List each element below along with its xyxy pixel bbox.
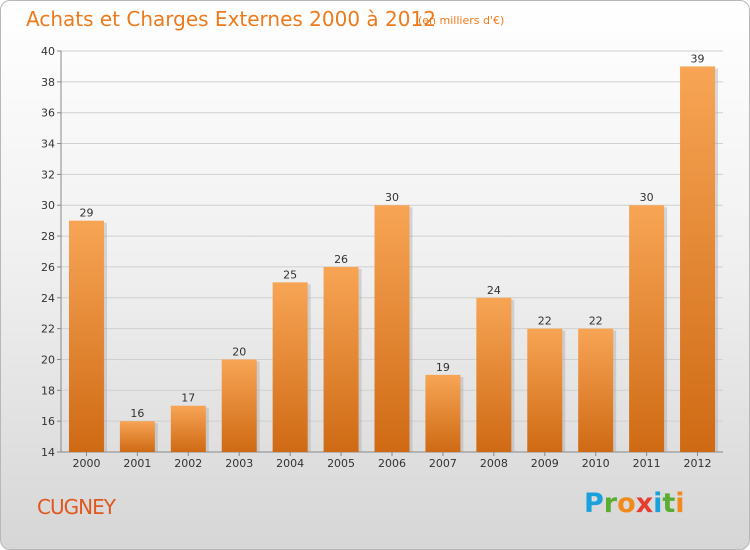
x-tick-label: 2008 bbox=[480, 457, 508, 470]
x-tick-label: 2012 bbox=[684, 457, 712, 470]
x-tick-label: 2005 bbox=[327, 457, 355, 470]
data-label: 30 bbox=[640, 191, 654, 204]
data-label: 26 bbox=[334, 253, 348, 266]
bar bbox=[170, 405, 206, 452]
y-tick-label: 16 bbox=[41, 415, 55, 428]
data-label: 24 bbox=[487, 284, 501, 297]
bar bbox=[629, 205, 665, 452]
data-label: 17 bbox=[181, 392, 195, 405]
y-tick-label: 24 bbox=[41, 292, 55, 305]
x-tick-label: 2001 bbox=[123, 457, 151, 470]
y-tick-label: 20 bbox=[41, 353, 55, 366]
x-tick-label: 2004 bbox=[276, 457, 304, 470]
bar bbox=[578, 328, 614, 452]
y-tick-label: 32 bbox=[41, 168, 55, 181]
city-name: CUGNEY bbox=[37, 495, 116, 519]
x-tick-label: 2007 bbox=[429, 457, 457, 470]
y-tick-label: 18 bbox=[41, 384, 55, 397]
y-tick-label: 38 bbox=[41, 76, 55, 89]
data-label: 39 bbox=[691, 52, 705, 65]
logo-letter: o bbox=[617, 488, 636, 519]
bar bbox=[68, 220, 104, 452]
bar bbox=[323, 266, 359, 452]
x-tick-label: 2002 bbox=[174, 457, 202, 470]
chart-unit: (en milliers d'€) bbox=[418, 14, 505, 27]
chart-title: Achats et Charges Externes 2000 à 2012 bbox=[26, 7, 436, 31]
bar bbox=[119, 421, 155, 452]
y-tick-label: 26 bbox=[41, 261, 55, 274]
x-tick-label: 2006 bbox=[378, 457, 406, 470]
bar bbox=[425, 374, 461, 452]
bar bbox=[680, 66, 716, 452]
x-tick-label: 2000 bbox=[72, 457, 100, 470]
y-tick-label: 14 bbox=[41, 446, 55, 459]
data-label: 16 bbox=[130, 407, 144, 420]
x-tick-label: 2010 bbox=[582, 457, 610, 470]
y-tick-label: 22 bbox=[41, 323, 55, 336]
bar bbox=[272, 282, 308, 452]
x-tick-label: 2011 bbox=[633, 457, 661, 470]
data-label: 22 bbox=[589, 315, 603, 328]
logo-letter: i bbox=[675, 488, 685, 519]
y-tick-label: 30 bbox=[41, 199, 55, 212]
data-label: 22 bbox=[538, 315, 552, 328]
bar bbox=[374, 205, 410, 452]
y-tick-label: 34 bbox=[41, 138, 55, 151]
logo-letter: i bbox=[653, 488, 663, 519]
data-label: 29 bbox=[79, 207, 93, 220]
x-tick-label: 2003 bbox=[225, 457, 253, 470]
data-label: 25 bbox=[283, 268, 297, 281]
bar bbox=[221, 359, 257, 452]
data-label: 19 bbox=[436, 361, 450, 374]
data-label: 30 bbox=[385, 191, 399, 204]
y-tick-label: 40 bbox=[41, 45, 55, 58]
logo-letter: P bbox=[584, 488, 604, 519]
y-tick-label: 28 bbox=[41, 230, 55, 243]
data-label: 20 bbox=[232, 345, 246, 358]
logo-letter: t bbox=[662, 488, 676, 519]
proxiti-logo[interactable]: Proxiti bbox=[584, 488, 685, 519]
y-tick-label: 36 bbox=[41, 107, 55, 120]
logo-letter: x bbox=[635, 488, 654, 519]
bar bbox=[527, 328, 563, 452]
bar bbox=[476, 297, 512, 452]
logo-letter: r bbox=[603, 488, 618, 519]
x-tick-label: 2009 bbox=[531, 457, 559, 470]
